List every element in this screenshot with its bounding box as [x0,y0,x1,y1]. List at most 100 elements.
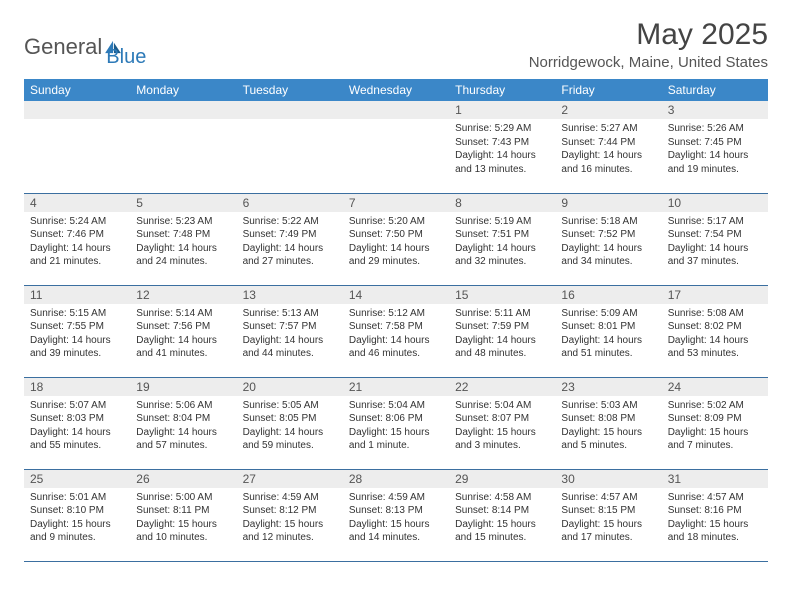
sunset-line: Sunset: 8:16 PM [668,504,762,518]
daylight-line: Daylight: 14 hours and 44 minutes. [243,334,337,361]
day-details: Sunrise: 5:20 AMSunset: 7:50 PMDaylight:… [343,212,449,273]
sunrise-line: Sunrise: 5:19 AM [455,215,549,229]
calendar-day-cell: 7Sunrise: 5:20 AMSunset: 7:50 PMDaylight… [343,193,449,285]
day-details: Sunrise: 5:04 AMSunset: 8:06 PMDaylight:… [343,396,449,457]
day-number: 26 [130,470,236,488]
daylight-line: Daylight: 15 hours and 5 minutes. [561,426,655,453]
day-details: Sunrise: 5:27 AMSunset: 7:44 PMDaylight:… [555,119,661,180]
daylight-line: Daylight: 14 hours and 55 minutes. [30,426,124,453]
daylight-line: Daylight: 14 hours and 27 minutes. [243,242,337,269]
weekday-header: Tuesday [237,79,343,101]
sunset-line: Sunset: 8:11 PM [136,504,230,518]
sunrise-line: Sunrise: 5:24 AM [30,215,124,229]
day-number: 4 [24,194,130,212]
day-number [237,101,343,119]
day-details: Sunrise: 5:11 AMSunset: 7:59 PMDaylight:… [449,304,555,365]
weekday-header: Wednesday [343,79,449,101]
day-number [343,101,449,119]
calendar-day-cell: 5Sunrise: 5:23 AMSunset: 7:48 PMDaylight… [130,193,236,285]
day-number: 31 [662,470,768,488]
calendar-day-cell: 23Sunrise: 5:03 AMSunset: 8:08 PMDayligh… [555,377,661,469]
day-number: 30 [555,470,661,488]
daylight-line: Daylight: 14 hours and 41 minutes. [136,334,230,361]
day-details: Sunrise: 4:59 AMSunset: 8:13 PMDaylight:… [343,488,449,549]
calendar-day-cell: 11Sunrise: 5:15 AMSunset: 7:55 PMDayligh… [24,285,130,377]
title-block: May 2025 Norridgewock, Maine, United Sta… [529,18,768,71]
sunrise-line: Sunrise: 5:14 AM [136,307,230,321]
sunrise-line: Sunrise: 5:18 AM [561,215,655,229]
day-details: Sunrise: 5:29 AMSunset: 7:43 PMDaylight:… [449,119,555,180]
daylight-line: Daylight: 15 hours and 9 minutes. [30,518,124,545]
sunrise-line: Sunrise: 5:22 AM [243,215,337,229]
calendar-day-cell: 24Sunrise: 5:02 AMSunset: 8:09 PMDayligh… [662,377,768,469]
sunset-line: Sunset: 8:02 PM [668,320,762,334]
weekday-header: Sunday [24,79,130,101]
sunrise-line: Sunrise: 5:05 AM [243,399,337,413]
day-details: Sunrise: 5:07 AMSunset: 8:03 PMDaylight:… [24,396,130,457]
calendar-week-row: 4Sunrise: 5:24 AMSunset: 7:46 PMDaylight… [24,193,768,285]
day-number: 5 [130,194,236,212]
logo-text-blue: Blue [106,46,146,69]
calendar-day-cell: 22Sunrise: 5:04 AMSunset: 8:07 PMDayligh… [449,377,555,469]
sunset-line: Sunset: 8:08 PM [561,412,655,426]
weekday-header: Thursday [449,79,555,101]
sunset-line: Sunset: 7:45 PM [668,136,762,150]
sunrise-line: Sunrise: 5:01 AM [30,491,124,505]
day-number: 2 [555,101,661,119]
sunset-line: Sunset: 7:52 PM [561,228,655,242]
calendar-day-cell: 31Sunrise: 4:57 AMSunset: 8:16 PMDayligh… [662,469,768,561]
day-number: 27 [237,470,343,488]
calendar-day-cell: 13Sunrise: 5:13 AMSunset: 7:57 PMDayligh… [237,285,343,377]
sunset-line: Sunset: 8:13 PM [349,504,443,518]
sunset-line: Sunset: 8:07 PM [455,412,549,426]
daylight-line: Daylight: 14 hours and 24 minutes. [136,242,230,269]
calendar-day-cell: 3Sunrise: 5:26 AMSunset: 7:45 PMDaylight… [662,101,768,193]
day-details: Sunrise: 5:05 AMSunset: 8:05 PMDaylight:… [237,396,343,457]
day-number: 10 [662,194,768,212]
calendar-day-cell: 29Sunrise: 4:58 AMSunset: 8:14 PMDayligh… [449,469,555,561]
daylight-line: Daylight: 15 hours and 10 minutes. [136,518,230,545]
day-details: Sunrise: 4:57 AMSunset: 8:16 PMDaylight:… [662,488,768,549]
sunrise-line: Sunrise: 5:11 AM [455,307,549,321]
location-subtitle: Norridgewock, Maine, United States [529,54,768,71]
daylight-line: Daylight: 14 hours and 53 minutes. [668,334,762,361]
sunrise-line: Sunrise: 4:59 AM [349,491,443,505]
sunset-line: Sunset: 8:09 PM [668,412,762,426]
sunrise-line: Sunrise: 5:17 AM [668,215,762,229]
calendar-day-cell: 10Sunrise: 5:17 AMSunset: 7:54 PMDayligh… [662,193,768,285]
daylight-line: Daylight: 14 hours and 39 minutes. [30,334,124,361]
daylight-line: Daylight: 14 hours and 21 minutes. [30,242,124,269]
day-details: Sunrise: 5:02 AMSunset: 8:09 PMDaylight:… [662,396,768,457]
sunset-line: Sunset: 8:10 PM [30,504,124,518]
sunset-line: Sunset: 8:14 PM [455,504,549,518]
sunrise-line: Sunrise: 5:08 AM [668,307,762,321]
daylight-line: Daylight: 14 hours and 57 minutes. [136,426,230,453]
day-details: Sunrise: 5:00 AMSunset: 8:11 PMDaylight:… [130,488,236,549]
day-number: 15 [449,286,555,304]
daylight-line: Daylight: 14 hours and 46 minutes. [349,334,443,361]
sunset-line: Sunset: 7:54 PM [668,228,762,242]
weekday-header: Monday [130,79,236,101]
sunrise-line: Sunrise: 5:12 AM [349,307,443,321]
calendar-body: 1Sunrise: 5:29 AMSunset: 7:43 PMDaylight… [24,101,768,561]
month-title: May 2025 [529,18,768,52]
calendar-day-cell [343,101,449,193]
calendar-day-cell: 28Sunrise: 4:59 AMSunset: 8:13 PMDayligh… [343,469,449,561]
sunrise-line: Sunrise: 5:23 AM [136,215,230,229]
day-number: 11 [24,286,130,304]
daylight-line: Daylight: 15 hours and 17 minutes. [561,518,655,545]
day-number: 22 [449,378,555,396]
day-details: Sunrise: 5:09 AMSunset: 8:01 PMDaylight:… [555,304,661,365]
sunset-line: Sunset: 7:43 PM [455,136,549,150]
calendar-day-cell [24,101,130,193]
calendar-day-cell: 18Sunrise: 5:07 AMSunset: 8:03 PMDayligh… [24,377,130,469]
day-number: 29 [449,470,555,488]
daylight-line: Daylight: 14 hours and 19 minutes. [668,149,762,176]
calendar-day-cell: 9Sunrise: 5:18 AMSunset: 7:52 PMDaylight… [555,193,661,285]
sunrise-line: Sunrise: 5:00 AM [136,491,230,505]
day-details: Sunrise: 4:59 AMSunset: 8:12 PMDaylight:… [237,488,343,549]
calendar-day-cell: 1Sunrise: 5:29 AMSunset: 7:43 PMDaylight… [449,101,555,193]
day-number [24,101,130,119]
calendar-day-cell: 12Sunrise: 5:14 AMSunset: 7:56 PMDayligh… [130,285,236,377]
sunset-line: Sunset: 7:44 PM [561,136,655,150]
